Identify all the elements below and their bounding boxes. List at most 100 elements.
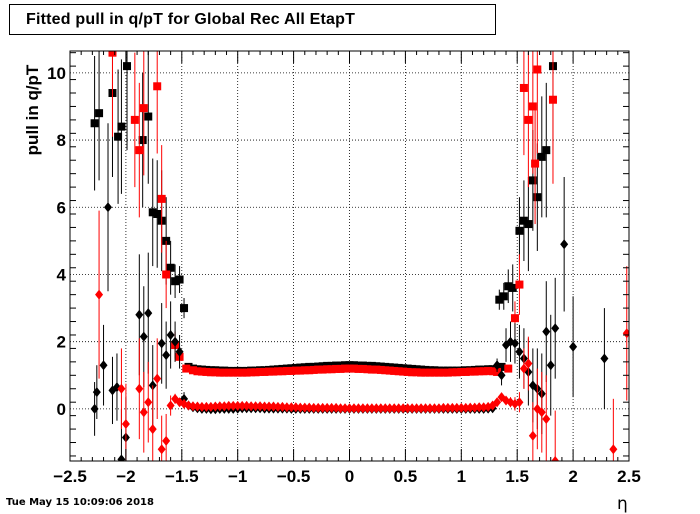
data-point-square bbox=[157, 194, 166, 203]
x-tick-label: −0.5 bbox=[277, 467, 311, 486]
data-point-diamond bbox=[551, 456, 560, 461]
data-point-diamond bbox=[251, 401, 260, 412]
data-point-diamond bbox=[542, 326, 551, 337]
data-point-square bbox=[314, 365, 323, 374]
data-point-square bbox=[278, 367, 287, 376]
data-point-square bbox=[215, 368, 224, 377]
data-point-diamond bbox=[430, 403, 439, 414]
data-point-square bbox=[408, 368, 417, 377]
x-tick-label: −2.5 bbox=[53, 467, 87, 486]
data-point-diamond bbox=[265, 401, 274, 412]
y-tick-label: 6 bbox=[57, 198, 66, 217]
data-point-square bbox=[528, 102, 537, 111]
data-point-square bbox=[182, 364, 191, 373]
data-point-square bbox=[457, 367, 466, 376]
data-point-square bbox=[533, 193, 542, 202]
data-point-diamond bbox=[229, 400, 238, 411]
data-point-diamond bbox=[622, 328, 629, 339]
data-point-diamond bbox=[600, 353, 609, 364]
data-point-square bbox=[251, 368, 260, 377]
data-point-square bbox=[367, 365, 376, 374]
data-point-diamond bbox=[417, 403, 426, 414]
data-point-diamond bbox=[291, 402, 300, 413]
data-point-diamond bbox=[247, 401, 256, 412]
y-tick-label: 10 bbox=[47, 64, 66, 83]
data-point-diamond bbox=[448, 402, 457, 413]
data-point-square bbox=[394, 367, 403, 376]
data-point-diamond bbox=[188, 401, 197, 412]
data-point-diamond bbox=[166, 329, 175, 340]
data-point-square bbox=[475, 367, 484, 376]
data-point-diamond bbox=[376, 403, 385, 414]
data-point-square bbox=[452, 368, 461, 377]
data-point-diamond bbox=[139, 331, 148, 342]
data-point-diamond bbox=[92, 387, 101, 398]
data-point-diamond bbox=[202, 401, 211, 412]
data-point-diamond bbox=[305, 402, 314, 413]
data-point-square bbox=[287, 366, 296, 375]
data-point-diamond bbox=[390, 403, 399, 414]
data-point-diamond bbox=[551, 323, 560, 334]
x-tick-label: 0.5 bbox=[394, 467, 418, 486]
x-axis-label: η bbox=[617, 494, 628, 514]
data-point-square bbox=[229, 368, 238, 377]
data-point-square bbox=[180, 304, 189, 313]
data-point-square bbox=[504, 282, 513, 291]
data-point-diamond bbox=[408, 403, 417, 414]
data-point-diamond bbox=[381, 403, 390, 414]
data-point-square bbox=[508, 283, 517, 292]
data-point-square bbox=[403, 367, 412, 376]
x-tick-label: 0 bbox=[345, 467, 354, 486]
data-point-diamond bbox=[139, 407, 148, 418]
data-point-diamond bbox=[193, 401, 202, 412]
data-point-diamond bbox=[358, 403, 367, 414]
data-point-diamond bbox=[434, 403, 443, 414]
data-point-diamond bbox=[443, 402, 452, 413]
data-point-square bbox=[434, 368, 443, 377]
data-point-diamond bbox=[519, 363, 528, 374]
data-point-diamond bbox=[363, 403, 372, 414]
data-point-square bbox=[117, 122, 126, 131]
data-point-square bbox=[461, 367, 470, 376]
data-point-diamond bbox=[421, 403, 430, 414]
data-point-diamond bbox=[117, 383, 126, 394]
data-point-square bbox=[153, 209, 162, 218]
data-point-square bbox=[153, 82, 162, 91]
data-point-diamond bbox=[457, 402, 466, 413]
data-point-diamond bbox=[269, 401, 278, 412]
x-tick-label: 2.5 bbox=[617, 467, 641, 486]
data-point-square bbox=[542, 146, 551, 155]
x-tick-label: 1 bbox=[457, 467, 466, 486]
data-point-diamond bbox=[385, 403, 394, 414]
data-point-square bbox=[256, 367, 265, 376]
data-point-diamond bbox=[470, 402, 479, 413]
data-point-square bbox=[211, 368, 220, 377]
x-tick-label: 2 bbox=[568, 467, 577, 486]
data-point-square bbox=[269, 367, 278, 376]
data-point-diamond bbox=[211, 401, 220, 412]
data-point-diamond bbox=[510, 338, 519, 349]
data-point-square bbox=[135, 146, 144, 155]
data-point-diamond bbox=[157, 444, 166, 455]
data-point-diamond bbox=[323, 402, 332, 413]
data-point-diamond bbox=[135, 383, 144, 394]
data-point-square bbox=[412, 368, 421, 377]
data-point-diamond bbox=[394, 403, 403, 414]
data-point-square bbox=[519, 83, 528, 92]
data-point-diamond bbox=[332, 402, 341, 413]
data-point-diamond bbox=[452, 402, 461, 413]
data-point-diamond bbox=[439, 402, 448, 413]
data-point-square bbox=[336, 364, 345, 373]
data-point-diamond bbox=[162, 350, 171, 361]
data-point-diamond bbox=[162, 435, 171, 446]
data-point-square bbox=[349, 364, 358, 373]
data-point-square bbox=[282, 366, 291, 375]
data-point-diamond bbox=[524, 358, 533, 369]
data-point-square bbox=[345, 364, 354, 373]
data-point-square bbox=[548, 95, 557, 104]
data-point-square bbox=[114, 132, 123, 141]
data-point-square bbox=[499, 292, 508, 301]
data-point-diamond bbox=[546, 360, 555, 371]
data-point-diamond bbox=[349, 403, 358, 414]
